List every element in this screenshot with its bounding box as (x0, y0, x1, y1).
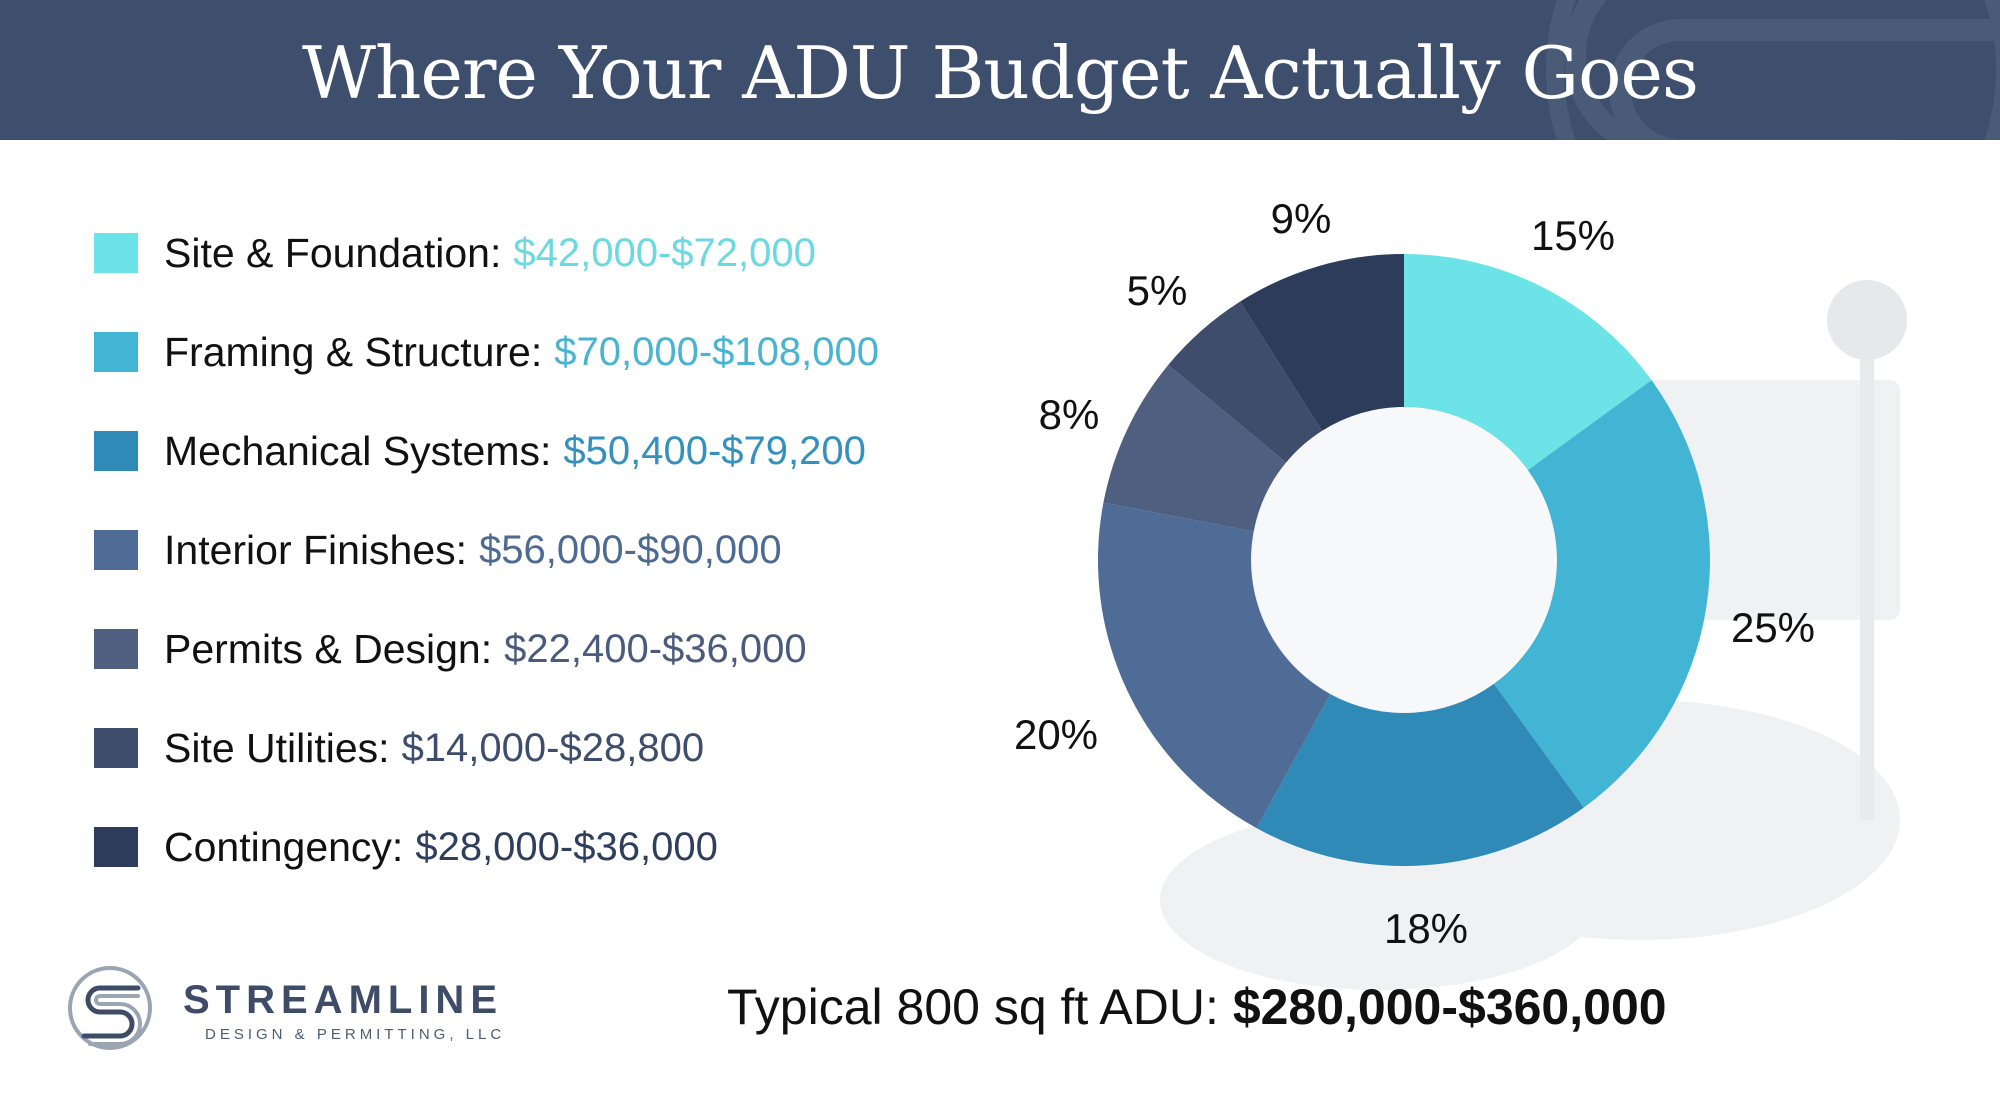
legend-label: Permits & Design: (164, 625, 493, 672)
legend-item-site-foundation: Site & Foundation: $42,000-$72,000 (94, 228, 816, 278)
pct-label-interior-finishes: 20% (1013, 711, 1099, 758)
page-title: Where Your ADU Budget Actually Goes (302, 31, 1699, 115)
legend-value: $22,400-$36,000 (504, 626, 807, 671)
legend-value: $42,000-$72,000 (513, 230, 816, 275)
legend-label: Site & Foundation: (164, 229, 502, 276)
legend-value: $14,000-$28,800 (401, 725, 705, 770)
legend-label: Mechanical Systems: (164, 427, 552, 474)
pct-label-site-utilities: 5% (1126, 267, 1188, 314)
slice-permits-design (1103, 364, 1287, 532)
legend-label: Framing & Structure: (164, 328, 543, 375)
slice-contingency (1240, 254, 1404, 431)
legend-value: $70,000-$108,000 (554, 329, 879, 374)
slice-interior-finishes (1098, 502, 1331, 829)
title-banner: Where Your ADU Budget Actually Goes (0, 0, 2000, 140)
legend-item-interior-finishes: Interior Finishes: $56,000-$90,000 (94, 525, 782, 575)
slice-site-foundation (1404, 254, 1652, 471)
slice-mechanical-systems (1256, 683, 1584, 866)
swatch-5 (94, 728, 138, 768)
slice-framing-structure (1493, 380, 1711, 808)
legend-item-contingency: Contingency: $28,000-$36,000 (94, 822, 718, 872)
typical-total: Typical 800 sq ft ADU: $280,000-$360,000 (727, 978, 1667, 1036)
swatch-4 (94, 629, 138, 669)
legend-value: $50,400-$79,200 (563, 428, 866, 473)
swatch-0 (94, 233, 138, 273)
legend-value: $28,000-$36,000 (415, 824, 718, 869)
legend-item-mechanical-systems: Mechanical Systems: $50,400-$79,200 (94, 426, 866, 476)
slice-site-utilities (1168, 301, 1323, 463)
donut-hole (1252, 408, 1556, 712)
brand-tagline: DESIGN & PERMITTING, LLC (205, 1026, 506, 1043)
legend-value: $56,000-$90,000 (479, 527, 782, 572)
swatch-1 (94, 332, 138, 372)
total-value: $280,000-$360,000 (1232, 979, 1667, 1035)
legend-label: Site Utilities: (164, 724, 390, 771)
pct-label-mechanical-systems: 18% (1383, 905, 1469, 952)
pct-label-permits-design: 8% (1038, 391, 1100, 438)
legend-item-permits-design: Permits & Design: $22,400-$36,000 (94, 624, 807, 674)
brand-name: STREAMLINE (183, 978, 503, 1022)
legend-label: Contingency: (164, 823, 404, 870)
swatch-2 (94, 431, 138, 471)
total-label: Typical 800 sq ft ADU: (727, 979, 1219, 1035)
swatch-6 (94, 827, 138, 867)
pct-label-framing-structure: 25% (1730, 604, 1816, 651)
legend-item-framing-structure: Framing & Structure: $70,000-$108,000 (94, 327, 879, 377)
pct-label-site-foundation: 15% (1530, 212, 1616, 259)
swatch-3 (94, 530, 138, 570)
pct-label-contingency: 9% (1270, 195, 1332, 242)
legend-label: Interior Finishes: (164, 526, 468, 573)
legend-item-site-utilities: Site Utilities: $14,000-$28,800 (94, 723, 704, 773)
streamline-watermark-icon (1546, 0, 2000, 140)
streamline-logo-icon (68, 966, 152, 1050)
